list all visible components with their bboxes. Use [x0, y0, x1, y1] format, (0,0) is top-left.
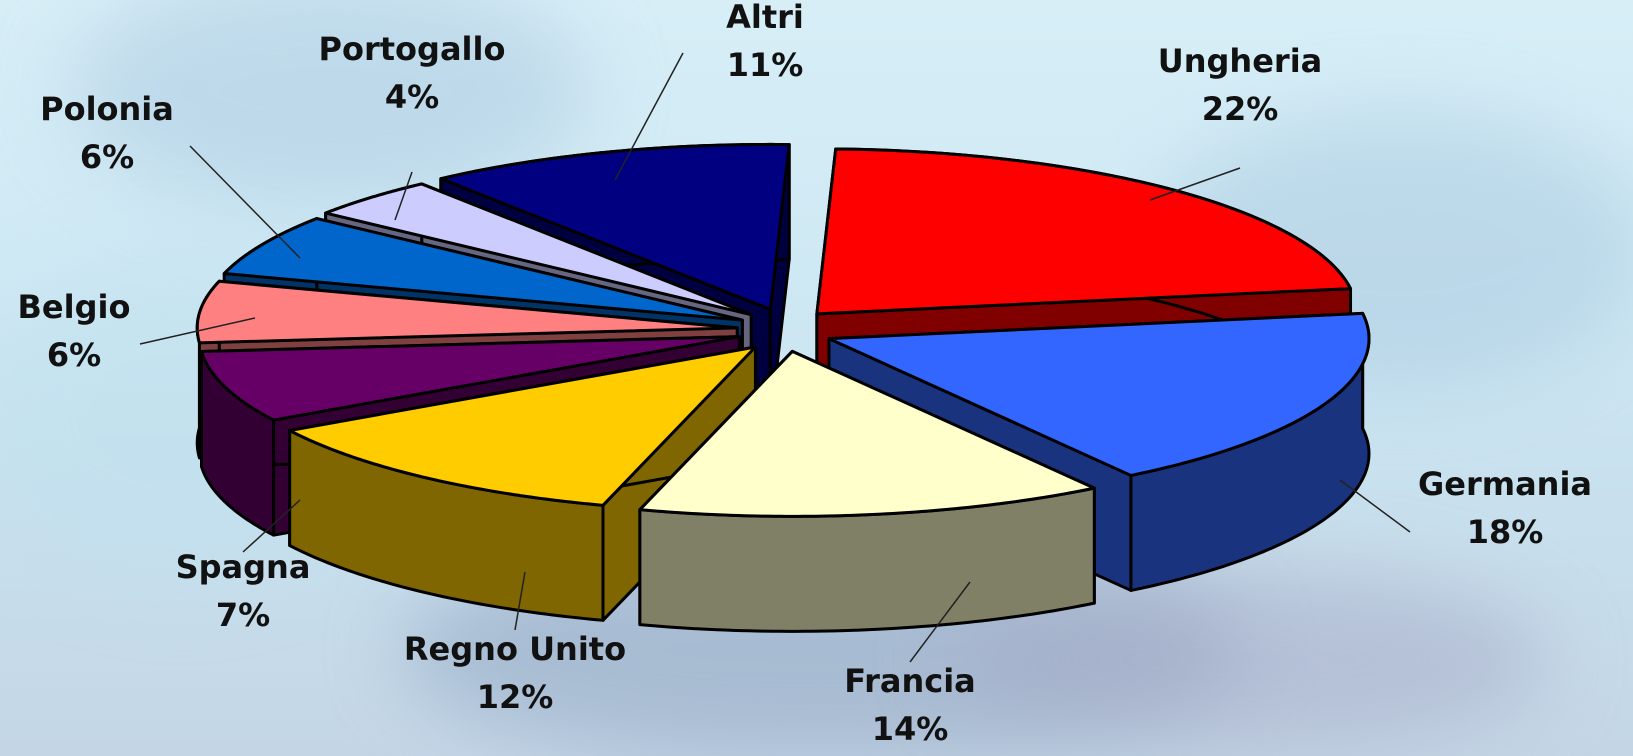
leader-lines	[139, 52, 1411, 663]
slice-label-name: Belgio	[18, 288, 131, 326]
slice-altri	[439, 142, 791, 311]
leader-line	[189, 145, 301, 259]
slice-spagna	[200, 335, 741, 422]
slice-label-name: Francia	[844, 662, 976, 700]
slice-francia	[638, 349, 1096, 518]
slice-label-name: Ungheria	[1158, 42, 1323, 80]
leader-line	[1149, 167, 1241, 201]
leader-line	[614, 52, 684, 181]
slice-label-name: Portogallo	[319, 30, 506, 68]
slice-label-name: Spagna	[176, 548, 311, 586]
slice-labels: Ungheria 22% Germania 18% Francia 14% Regno Un…	[18, 0, 1592, 748]
slice-label-value: 22%	[1202, 90, 1279, 128]
slice-portogallo	[324, 182, 753, 317]
slice-label-name: Polonia	[40, 90, 174, 128]
leader-line	[139, 317, 256, 345]
slice-depth-layer	[195, 142, 1371, 633]
slice-label-name: Germania	[1418, 465, 1592, 503]
leader-line	[514, 571, 526, 631]
leader-line	[909, 581, 971, 663]
slice-label-value: 14%	[872, 710, 949, 748]
slice-ungheria	[815, 147, 1353, 316]
leader-line	[1339, 479, 1411, 533]
leader-line	[394, 171, 413, 221]
slice-regno-unito	[288, 345, 757, 507]
leader-line	[242, 499, 301, 553]
slice-label-value: 4%	[385, 78, 439, 116]
slice-label-value: 6%	[47, 336, 101, 374]
slice-germania	[827, 311, 1371, 477]
slice-label-value: 18%	[1467, 513, 1544, 551]
slice-label-name: Regno Unito	[404, 630, 626, 668]
slice-label-value: 7%	[216, 596, 270, 634]
slice-belgio	[195, 279, 739, 345]
slice-label-name: Altri	[726, 0, 804, 36]
slice-polonia	[222, 217, 744, 322]
slice-label-value: 12%	[477, 678, 554, 716]
slice-label-value: 11%	[727, 46, 804, 84]
slice-label-value: 6%	[80, 138, 134, 176]
